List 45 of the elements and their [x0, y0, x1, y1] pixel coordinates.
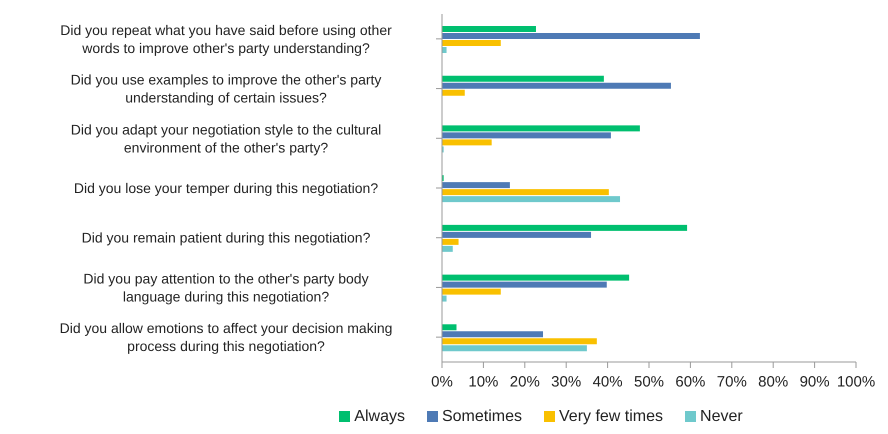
bar: [442, 196, 620, 202]
y-tick-label: Did you use examples to improve the other's party understanding of certain issues?: [70, 72, 382, 106]
bar: [442, 224, 688, 231]
x-tick-label: 30%: [551, 374, 582, 391]
bar: [442, 232, 592, 238]
bar: [442, 90, 465, 96]
x-tick-label: 40%: [592, 374, 623, 391]
bar: [442, 76, 604, 82]
x-tick-label: 10%: [468, 374, 498, 391]
bar: [442, 125, 640, 132]
x-tick-label: 100%: [836, 374, 876, 391]
x-tick-label: 80%: [758, 374, 788, 391]
bar: [442, 82, 671, 89]
y-tick-label: Did you adapt your negotiation style to the cultural environment of the other's party?: [70, 121, 382, 156]
bar: [442, 139, 492, 146]
bar: [442, 282, 607, 288]
bar: [442, 331, 544, 338]
bar: [442, 182, 510, 188]
legend-label: Never: [700, 408, 743, 425]
bar: [442, 33, 700, 39]
bar: [442, 26, 536, 32]
bar: [442, 324, 456, 330]
bar: [442, 238, 459, 245]
y-tick-label: Did you remain patient during this negotiation?: [82, 230, 371, 246]
x-tick-label: 0%: [431, 374, 453, 391]
x-tick-label: 60%: [675, 374, 706, 391]
bar: [442, 189, 609, 196]
bar: [442, 288, 501, 295]
x-tick-label: 70%: [716, 374, 747, 391]
bar: [442, 132, 611, 138]
y-tick-label: Did you allow emotions to affect your decision making process during this negotiation?: [60, 320, 392, 354]
bar: [442, 40, 501, 46]
y-tick-label: Did you lose your temper during this negotiation?: [74, 180, 378, 196]
bar: [442, 338, 597, 344]
legend-label: Always: [354, 408, 405, 425]
legend-label: Very few times: [559, 408, 664, 425]
x-tick-label: 20%: [510, 374, 540, 391]
bar: [442, 345, 587, 352]
y-tick-label: Did you pay attention to the other's party body language during this negotiation?: [83, 270, 369, 304]
bar: [442, 274, 630, 281]
y-tick-label: Did you repeat what you have said before using other words to improve other's party understanding?: [60, 22, 392, 56]
x-tick-label: 50%: [634, 374, 664, 391]
bar: [442, 246, 453, 252]
x-tick-label: 90%: [800, 374, 830, 391]
legend-label: Sometimes: [442, 408, 522, 425]
